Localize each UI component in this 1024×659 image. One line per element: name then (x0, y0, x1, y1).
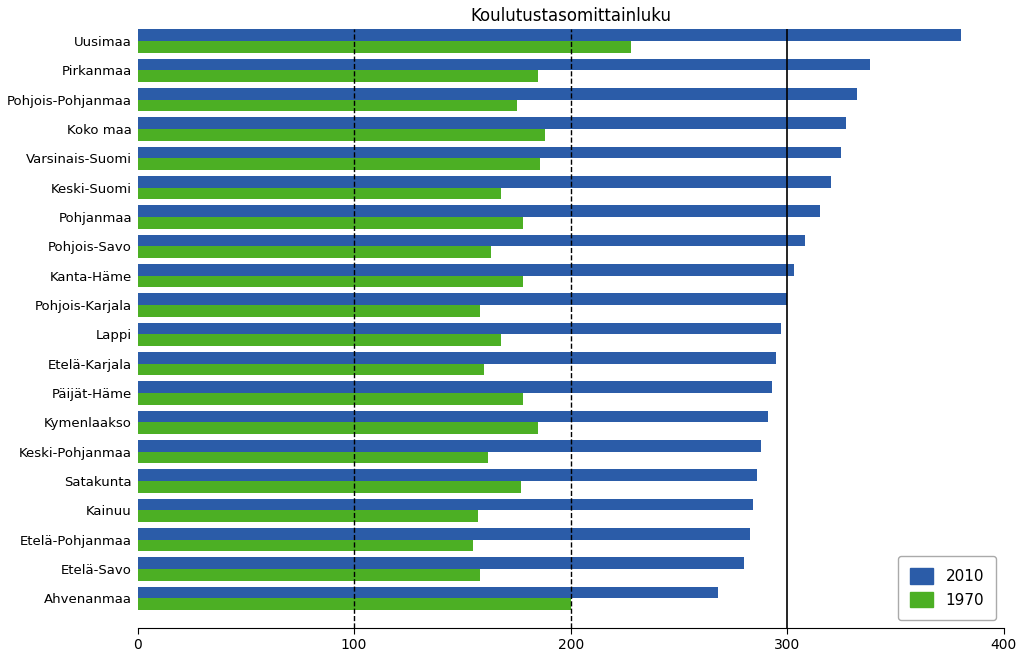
Bar (137, 440, 761, 451)
Bar (137, 598, 570, 610)
Bar (137, 188, 502, 200)
Bar (137, 499, 753, 510)
Bar (137, 393, 523, 405)
Bar (137, 364, 484, 376)
Bar (137, 323, 781, 334)
Bar (137, 293, 787, 305)
Bar (137, 569, 479, 581)
Bar (137, 264, 794, 275)
Bar (137, 305, 479, 317)
Bar (137, 117, 846, 129)
Bar (137, 540, 473, 552)
Bar (137, 88, 857, 100)
Bar (137, 71, 539, 82)
Bar (137, 235, 805, 246)
Bar (137, 41, 632, 53)
Bar (137, 587, 718, 598)
Bar (137, 100, 516, 111)
Bar (137, 129, 545, 141)
Legend: 2010, 1970: 2010, 1970 (898, 556, 996, 620)
Bar (137, 29, 961, 41)
Bar (137, 246, 490, 258)
Bar (137, 469, 757, 481)
Bar (137, 481, 521, 493)
Bar (137, 451, 488, 463)
Bar (137, 334, 502, 346)
Bar (137, 510, 477, 522)
Bar (137, 422, 539, 434)
Bar (137, 146, 842, 158)
Bar (137, 528, 751, 540)
Bar (137, 558, 744, 569)
Bar (137, 411, 768, 422)
Bar (137, 205, 820, 217)
Bar (137, 352, 776, 364)
Bar (137, 275, 523, 287)
Bar (137, 158, 541, 170)
Bar (137, 217, 523, 229)
Title: Koulutustasomittainluku: Koulutustasomittainluku (470, 7, 671, 25)
Bar (137, 382, 772, 393)
Bar (137, 59, 869, 71)
Bar (137, 176, 830, 188)
